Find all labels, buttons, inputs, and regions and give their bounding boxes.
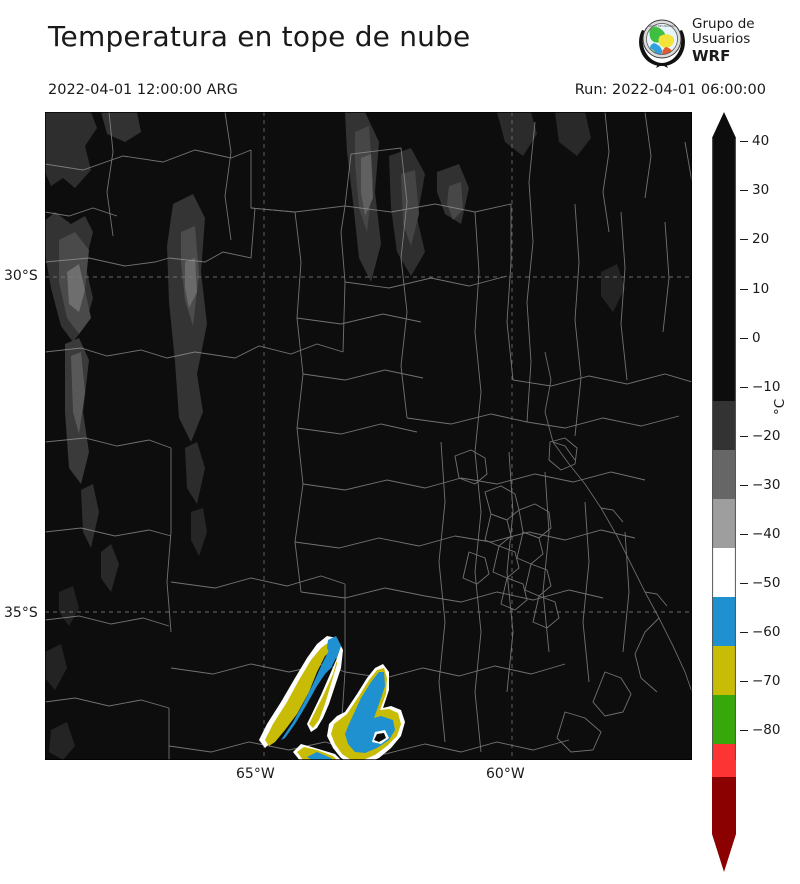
colorbar-tick-m10: −10 — [752, 379, 781, 395]
colorbar-extend-bottom — [712, 834, 736, 872]
run-time-label: Run: 2022-04-01 06:00:00 — [574, 82, 766, 98]
logo-line-3: WRF — [692, 47, 731, 65]
colorbar-tick-30: 30 — [752, 182, 770, 198]
colorbar-ticks: 40 30 20 10 0 −10 −20 −30 −40 −50 −60 −7… — [740, 112, 800, 760]
globe-emblem-icon: GRUPO DE USUARIOS — [639, 19, 685, 68]
brand-logo: GRUPO DE USUARIOS Grupo de Usuarios WRF — [636, 14, 796, 74]
lon-label-65w: 65°W — [236, 766, 275, 782]
logo-line-2: Usuarios — [692, 31, 751, 47]
colorbar-tick-m20: −20 — [752, 428, 781, 444]
colorbar-tick-m30: −30 — [752, 477, 781, 493]
colorbar-extend-top — [712, 112, 736, 138]
cloud-field-layer — [259, 636, 405, 760]
colorbar-tick-20: 20 — [752, 231, 770, 247]
figure-root: Temperatura en tope de nube 2022-04-01 1… — [4, 14, 800, 872]
colorbar-tick-m60: −60 — [752, 624, 781, 640]
colorbar-tick-m50: −50 — [752, 575, 781, 591]
lat-label-35s: 35°S — [4, 605, 38, 621]
cloud-plume-east — [293, 664, 405, 760]
colorbar-unit-label: °C — [772, 398, 788, 415]
map-canvas — [45, 112, 692, 760]
graticule-layer — [45, 112, 692, 760]
page-title: Temperatura en tope de nube — [48, 20, 471, 53]
colorbar-tick-m40: −40 — [752, 526, 781, 542]
lon-label-60w: 60°W — [486, 766, 525, 782]
colorbar-tick-10: 10 — [752, 281, 770, 297]
svg-text:GRUPO DE USUARIOS: GRUPO DE USUARIOS — [648, 24, 676, 28]
colorbar — [712, 112, 736, 872]
colorbar-tick-m80: −80 — [752, 722, 781, 738]
logo-line-1: Grupo de — [692, 16, 755, 32]
colorbar-tick-0: 0 — [752, 330, 761, 346]
lat-label-30s: 30°S — [4, 268, 38, 284]
boundaries-layer — [45, 112, 692, 760]
cloud-plume-north — [259, 636, 343, 748]
terrain-layer — [45, 112, 625, 760]
logo-wordmark: Grupo de Usuarios WRF — [692, 14, 796, 72]
valid-time-label: 2022-04-01 12:00:00 ARG — [48, 82, 238, 98]
colorbar-tick-40: 40 — [752, 133, 770, 149]
colorbar-tick-m70: −70 — [752, 673, 781, 689]
